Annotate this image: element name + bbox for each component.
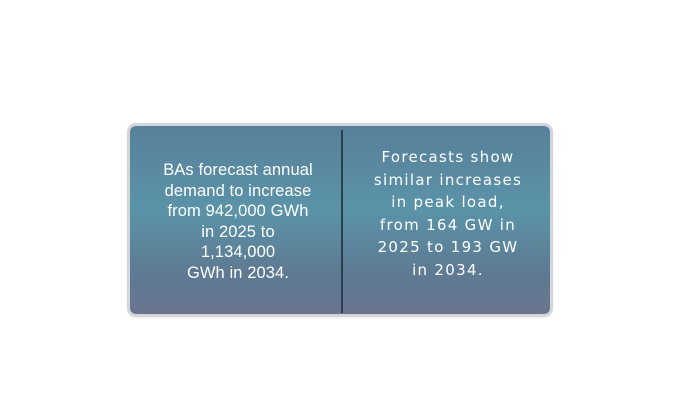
forecast-callout-card: BAs forecast annual demand to increase f… <box>127 123 553 317</box>
annual-demand-panel: BAs forecast annual demand to increase f… <box>140 126 336 314</box>
panel-divider <box>341 130 343 313</box>
peak-load-text: Forecasts show similar increases in peak… <box>373 148 523 279</box>
peak-load-panel: Forecasts show similar increases in peak… <box>348 126 548 314</box>
annual-demand-text: BAs forecast annual demand to increase f… <box>163 161 313 282</box>
